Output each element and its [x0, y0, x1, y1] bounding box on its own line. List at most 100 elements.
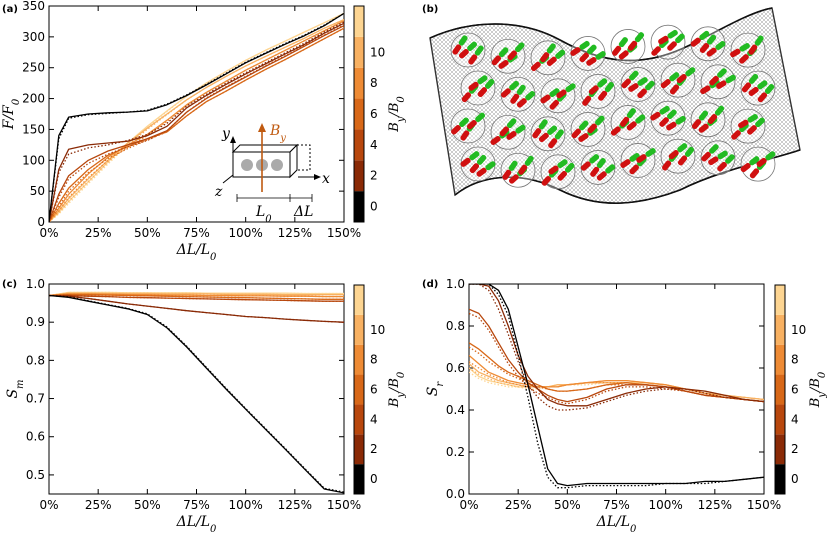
- rod-particle: [587, 115, 605, 134]
- rod-north-half: [548, 138, 558, 149]
- rod-south-half: [508, 160, 518, 171]
- rod-north-half: [748, 44, 758, 55]
- rod-north-half: [469, 163, 480, 174]
- rod-north-half: [498, 59, 509, 69]
- rod-particle: [596, 164, 616, 181]
- rod-north-half: [508, 174, 519, 184]
- rod-particle: [571, 120, 589, 139]
- x-tick-label: 50%: [134, 226, 161, 240]
- rod-particle: [706, 40, 726, 57]
- y-tick-label: 0.8: [446, 319, 465, 333]
- rod-north-half: [468, 54, 478, 65]
- rod-north-half: [700, 85, 711, 95]
- series-line-dotted: [49, 19, 344, 222]
- rod-particle: [747, 117, 765, 135]
- rod-north-half: [730, 48, 741, 58]
- x-tick-label: 150%: [327, 226, 361, 240]
- colorbar-tick-label: 10: [791, 323, 806, 337]
- rod-north-half: [706, 47, 717, 57]
- rod-north-half: [579, 52, 589, 63]
- rod-south-half: [754, 35, 764, 46]
- rod-south-half: [645, 80, 655, 91]
- colorbar-segment: [354, 464, 364, 494]
- series-line: [49, 294, 344, 494]
- x-tick-label: 0%: [459, 498, 478, 512]
- rod-particle: [660, 72, 680, 89]
- rod-south-half: [748, 73, 759, 84]
- x-tick-label: 25%: [85, 226, 112, 240]
- rod-south-half: [706, 34, 717, 45]
- rod-particle: [701, 144, 719, 162]
- rod-particle: [650, 105, 670, 121]
- colorbar-tick-label: 0: [370, 200, 378, 214]
- colorbar-frame: [774, 284, 786, 495]
- series-line-dotted: [469, 284, 764, 489]
- rod-north-half: [516, 98, 527, 108]
- inset-box-top: [231, 144, 299, 153]
- rod-particle: [476, 161, 496, 177]
- rod-north-half: [507, 50, 518, 61]
- rod-north-half: [691, 119, 702, 130]
- rod-north-half: [669, 84, 680, 95]
- y-tick-label: 0.5: [26, 468, 45, 482]
- rod-south-half: [516, 84, 526, 95]
- rod-particle: [666, 115, 686, 131]
- rod-south-half: [709, 144, 719, 154]
- rod-north-half: [677, 155, 688, 166]
- rod-particle: [691, 110, 709, 130]
- colorbar-segment: [354, 98, 364, 130]
- colorbar-label: By/B0: [808, 371, 828, 408]
- series-group: [49, 291, 344, 494]
- rod-south-half: [764, 84, 775, 94]
- rod-north-half: [586, 57, 597, 66]
- y-axis-label: Sm: [5, 379, 26, 398]
- rod-particle: [757, 84, 775, 103]
- rod-particle: [557, 162, 575, 181]
- series-line-dotted: [49, 27, 344, 222]
- rod-north-half: [731, 130, 741, 140]
- x-tick-label: 100%: [649, 498, 683, 512]
- rod-particle: [628, 77, 648, 92]
- rod-south-half: [749, 156, 760, 166]
- rod-north-half: [538, 132, 549, 143]
- series-line: [49, 12, 344, 222]
- rod-north-half: [466, 119, 477, 130]
- y-tick-label: 0.6: [26, 430, 45, 444]
- rod-particle: [690, 30, 710, 47]
- rod-particle: [469, 154, 487, 174]
- colorbar-d: 0 2 4 6 8 10 By/B0: [774, 284, 828, 495]
- rod-north-half: [650, 111, 661, 121]
- chart-a: 0% 25% 50% 75% 100% 125% 150% 0 50 100 150 200 250 30…: [1, 0, 361, 263]
- rod-south-half: [684, 146, 695, 157]
- inset-b-label: By: [269, 123, 286, 144]
- x-tick-label: 50%: [134, 498, 161, 512]
- inset-particle: [271, 159, 283, 171]
- rod-particle: [588, 78, 608, 95]
- mesh-edge: [429, 7, 773, 62]
- rod-particle: [598, 82, 614, 101]
- rod-north-half: [620, 116, 630, 127]
- rod-particle: [451, 117, 469, 135]
- rod-north-half: [540, 94, 551, 104]
- rod-particle: [499, 118, 517, 137]
- series-line: [49, 294, 344, 300]
- rod-north-half: [530, 61, 541, 72]
- x-tick-label: 0%: [39, 226, 58, 240]
- rod-north-half: [659, 117, 669, 127]
- rod-north-half: [477, 87, 488, 98]
- colorbar-tick-label: 0: [370, 472, 378, 486]
- rod-south-half: [469, 151, 480, 161]
- colorbar-frame: [353, 5, 365, 223]
- y-tick-label: 100: [22, 153, 45, 167]
- rod-north-half: [636, 154, 647, 163]
- colorbar-segment: [775, 374, 785, 405]
- series-line-dotted: [469, 284, 764, 411]
- inset-x-arrowhead: [314, 174, 321, 180]
- rod-particle: [716, 74, 736, 89]
- y-tick-label: 0.2: [446, 445, 465, 459]
- rod-north-half: [668, 150, 679, 160]
- colorbar-segment: [354, 129, 364, 161]
- rod-south-half: [715, 40, 726, 51]
- rod-particle: [466, 112, 486, 130]
- rod-south-half: [546, 43, 556, 54]
